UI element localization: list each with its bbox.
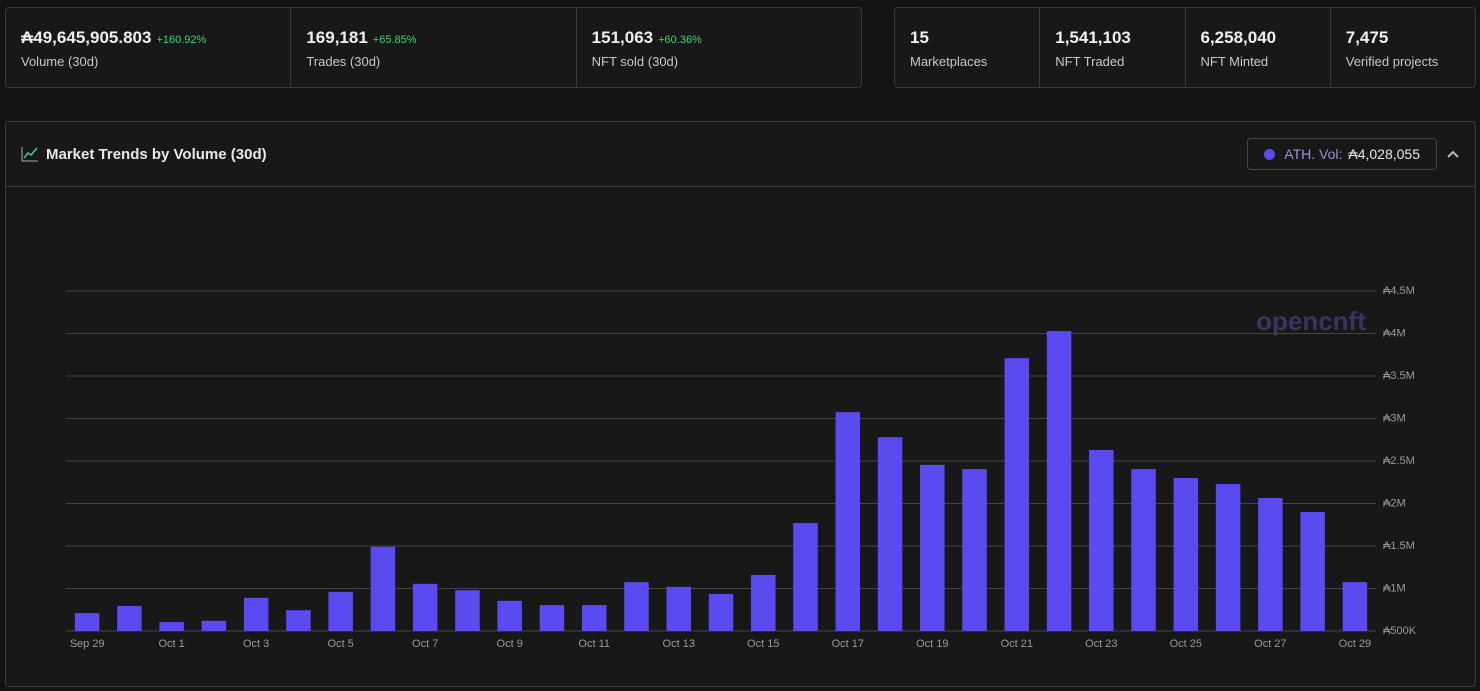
- ath-value: ₳4,028,055: [1348, 146, 1420, 162]
- bar: [877, 437, 903, 631]
- x-tick-label: Oct 7: [412, 638, 438, 650]
- x-tick-label: Oct 27: [1254, 638, 1286, 650]
- total: 6,258,040 NFT Minted: [1186, 8, 1331, 87]
- chart-header: Market Trends by Volume (30d) ATH. Vol: ₳…: [6, 122, 1475, 187]
- collapse-button[interactable]: [1447, 150, 1459, 158]
- bar: [328, 591, 353, 631]
- ath-badge: ATH. Vol: ₳4,028,055: [1247, 138, 1437, 170]
- x-tick-label: Oct 17: [832, 638, 864, 650]
- chart-panel: Market Trends by Volume (30d) ATH. Vol: ₳…: [5, 121, 1476, 687]
- stat-label: Trades (30d): [306, 54, 381, 69]
- bar: [920, 464, 945, 631]
- x-tick-label: Oct 11: [578, 638, 610, 650]
- chart: opencnft ₳500K ₳1M ₳1.5M ₳2M ₳2.5M ₳3M ₳3.5M ₳4…: [66, 285, 1417, 650]
- total-value: 15: [910, 28, 929, 47]
- bar: [539, 605, 565, 631]
- y-tick-label: ₳3.5M: [1383, 370, 1415, 382]
- stat-value: 169,181: [306, 28, 368, 47]
- total: 1,541,103 NFT Traded: [1040, 8, 1186, 87]
- stat-value: 151,063: [591, 28, 654, 47]
- y-tick-label: ₳4.5M: [1383, 285, 1415, 297]
- chart-title: Market Trends by Volume (30d): [46, 146, 267, 163]
- bar: [243, 597, 269, 631]
- x-tick-label: Oct 9: [497, 638, 523, 650]
- x-tick-label: Oct 15: [747, 638, 779, 650]
- bar: [751, 574, 776, 631]
- bar: [1004, 358, 1030, 631]
- bar: [159, 622, 184, 631]
- stats-panel: ₳49,645,905.803 +160.92% Volume (30d) 169,…: [5, 7, 862, 88]
- x-tick-label: Sep 29: [70, 638, 105, 650]
- total-label: Marketplaces: [910, 54, 988, 69]
- x-tick-label: Oct 3: [243, 638, 269, 650]
- bar: [624, 582, 649, 631]
- bar: [1173, 478, 1199, 631]
- bar: [1089, 449, 1114, 631]
- x-tick-label: Oct 1: [158, 638, 184, 650]
- stat-value: ₳49,645,905.803: [21, 28, 152, 47]
- bar: [497, 600, 522, 631]
- bar: [1046, 331, 1072, 631]
- stat-label: Volume (30d): [21, 54, 99, 69]
- bar: [962, 469, 987, 631]
- bar: [201, 620, 227, 631]
- chart-icon: [21, 147, 38, 162]
- y-tick-label: ₳2M: [1383, 497, 1406, 509]
- x-tick-label: Oct 19: [916, 638, 948, 650]
- bar: [793, 523, 818, 631]
- ath-label: ATH. Vol:: [1284, 146, 1343, 162]
- total-label: NFT Minted: [1200, 54, 1269, 69]
- totals-panel: 15 Marketplaces 1,541,103 NFT Traded 6,258…: [894, 7, 1476, 88]
- x-tick-label: Oct 13: [663, 638, 695, 650]
- stat: 151,063 +60.36% NFT sold (30d): [577, 8, 861, 87]
- bar: [1342, 582, 1368, 631]
- total-value: 1,541,103: [1055, 28, 1131, 47]
- bar: [666, 586, 691, 631]
- total-value: 6,258,040: [1200, 28, 1277, 47]
- bar: [1131, 469, 1156, 631]
- total-label: Verified projects: [1345, 54, 1439, 69]
- total-value: 7,475: [1345, 28, 1389, 47]
- y-tick-label: ₳4M: [1383, 327, 1406, 339]
- bar: [455, 590, 480, 631]
- bar: [117, 605, 142, 631]
- x-tick-label: Oct 25: [1170, 638, 1202, 650]
- bar: [370, 546, 396, 631]
- stat-change: +160.92%: [156, 34, 207, 46]
- bar: [1300, 512, 1325, 631]
- bar: [74, 613, 100, 631]
- y-tick-label: ₳2.5M: [1383, 455, 1415, 467]
- stat-label: NFT sold (30d): [591, 54, 679, 69]
- bar: [708, 594, 734, 631]
- stat-change: +60.36%: [658, 34, 702, 46]
- y-tick-label: ₳1.5M: [1383, 540, 1415, 552]
- total: 7,475 Verified projects: [1331, 8, 1475, 87]
- x-tick-label: Oct 5: [328, 638, 354, 650]
- bar: [1258, 497, 1283, 631]
- bar: [1215, 483, 1241, 631]
- stat: 169,181 +65.85% Trades (30d): [291, 8, 577, 87]
- bar: [581, 605, 607, 631]
- bar: [835, 412, 861, 631]
- total: 15 Marketplaces: [895, 8, 1041, 87]
- y-tick-label: ₳500K: [1383, 625, 1417, 637]
- x-tick-label: Oct 23: [1085, 638, 1117, 650]
- x-tick-label: Oct 21: [1001, 638, 1033, 650]
- y-tick-label: ₳1M: [1383, 582, 1406, 594]
- x-tick-label: Oct 29: [1339, 638, 1371, 650]
- stat-change: +65.85%: [372, 34, 417, 46]
- stat: ₳49,645,905.803 +160.92% Volume (30d): [6, 8, 292, 87]
- total-label: NFT Traded: [1055, 54, 1125, 69]
- bar: [286, 610, 311, 631]
- watermark: opencnft: [1256, 306, 1366, 336]
- bar: [412, 583, 438, 631]
- y-tick-label: ₳3M: [1383, 412, 1406, 424]
